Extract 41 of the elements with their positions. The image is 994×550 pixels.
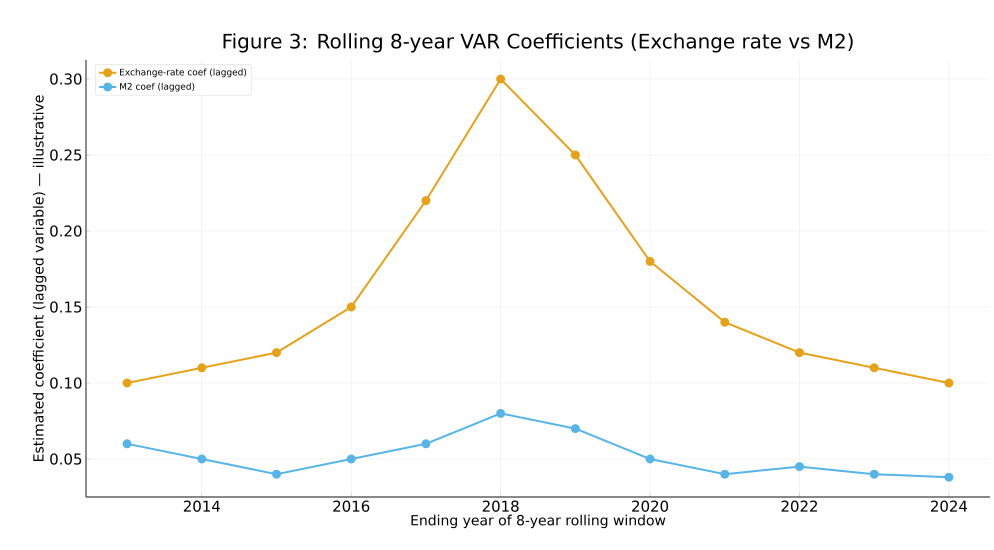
point: [122, 378, 132, 388]
legend-label: M2 coef (lagged): [120, 82, 194, 92]
point: [646, 454, 655, 464]
point: [197, 363, 206, 372]
point: [421, 439, 430, 448]
point: [421, 196, 430, 206]
point: [794, 348, 804, 358]
chart-title: Figure 3: Rolling 8-year VAR Coefficients (Exchange rate vs M2): [224, 33, 853, 52]
point: [122, 439, 132, 448]
point: [272, 470, 282, 479]
x-axis-title: Ending year of 8-year rolling window: [411, 514, 666, 528]
point: [346, 302, 356, 312]
y-tick-label: 0.20: [50, 225, 82, 237]
x-tick-label: 2014: [184, 500, 220, 512]
x-tick-label: 2016: [333, 500, 370, 512]
y-axis-title: Estimated coefficient (lagged variable) — illustrative: [32, 95, 46, 461]
point: [570, 150, 580, 160]
x-tick-label: 2024: [930, 500, 968, 512]
point: [646, 256, 655, 266]
point: [496, 74, 506, 84]
point: [794, 462, 804, 472]
y-tick-label: 0.10: [50, 377, 82, 389]
point: [272, 348, 282, 358]
point: [720, 470, 730, 479]
point: [720, 318, 730, 327]
point: [944, 472, 954, 482]
point: [496, 408, 506, 418]
point: [870, 363, 879, 372]
x-tick-label: 2018: [482, 500, 519, 512]
point: [346, 454, 356, 464]
point: [870, 470, 879, 479]
y-tick-label: 0.25: [50, 149, 82, 161]
y-tick-label: 0.30: [50, 73, 82, 85]
legend-label: Exchange-rate coef (lagged): [120, 68, 246, 78]
y-tick-label: 0.15: [50, 301, 82, 313]
point: [944, 378, 954, 388]
y-tick-label: 0.05: [50, 453, 82, 465]
x-tick-label: 2022: [782, 500, 818, 512]
x-tick-label: 2020: [632, 500, 668, 512]
point: [570, 424, 580, 434]
point: [197, 454, 206, 464]
